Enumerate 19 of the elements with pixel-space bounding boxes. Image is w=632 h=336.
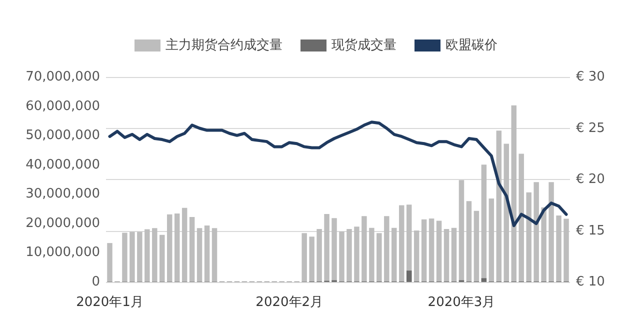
y2-tick-label: € 15 xyxy=(576,223,605,238)
y-tick-label: 0 xyxy=(92,274,100,290)
y-tick-label: 20,000,000 xyxy=(26,216,100,231)
y-tick-label: 50,000,000 xyxy=(26,128,100,144)
y2-tick-label: € 10 xyxy=(576,274,605,290)
y-tick-label: 40,000,000 xyxy=(26,157,100,172)
y-tick-label: 30,000,000 xyxy=(26,186,100,202)
y-tick-label: 70,000,000 xyxy=(26,70,100,84)
legend-label: 欧盟碳价 xyxy=(446,38,498,53)
legend-label: 主力期货合约成交量 xyxy=(166,37,282,53)
y2-tick-label: € 30 xyxy=(576,70,605,84)
y2-tick-label: € 20 xyxy=(576,172,605,187)
y-tick-label: 60,000,000 xyxy=(26,98,100,114)
legend-label: 现货成交量 xyxy=(332,37,396,53)
y-tick-label: 10,000,000 xyxy=(26,245,100,260)
y2-tick-label: € 25 xyxy=(576,120,605,136)
x-tick-label: 2020年2月 xyxy=(256,295,324,310)
x-tick-label: 2020年1月 xyxy=(76,295,144,310)
x-tick-label: 2020年3月 xyxy=(428,295,496,310)
